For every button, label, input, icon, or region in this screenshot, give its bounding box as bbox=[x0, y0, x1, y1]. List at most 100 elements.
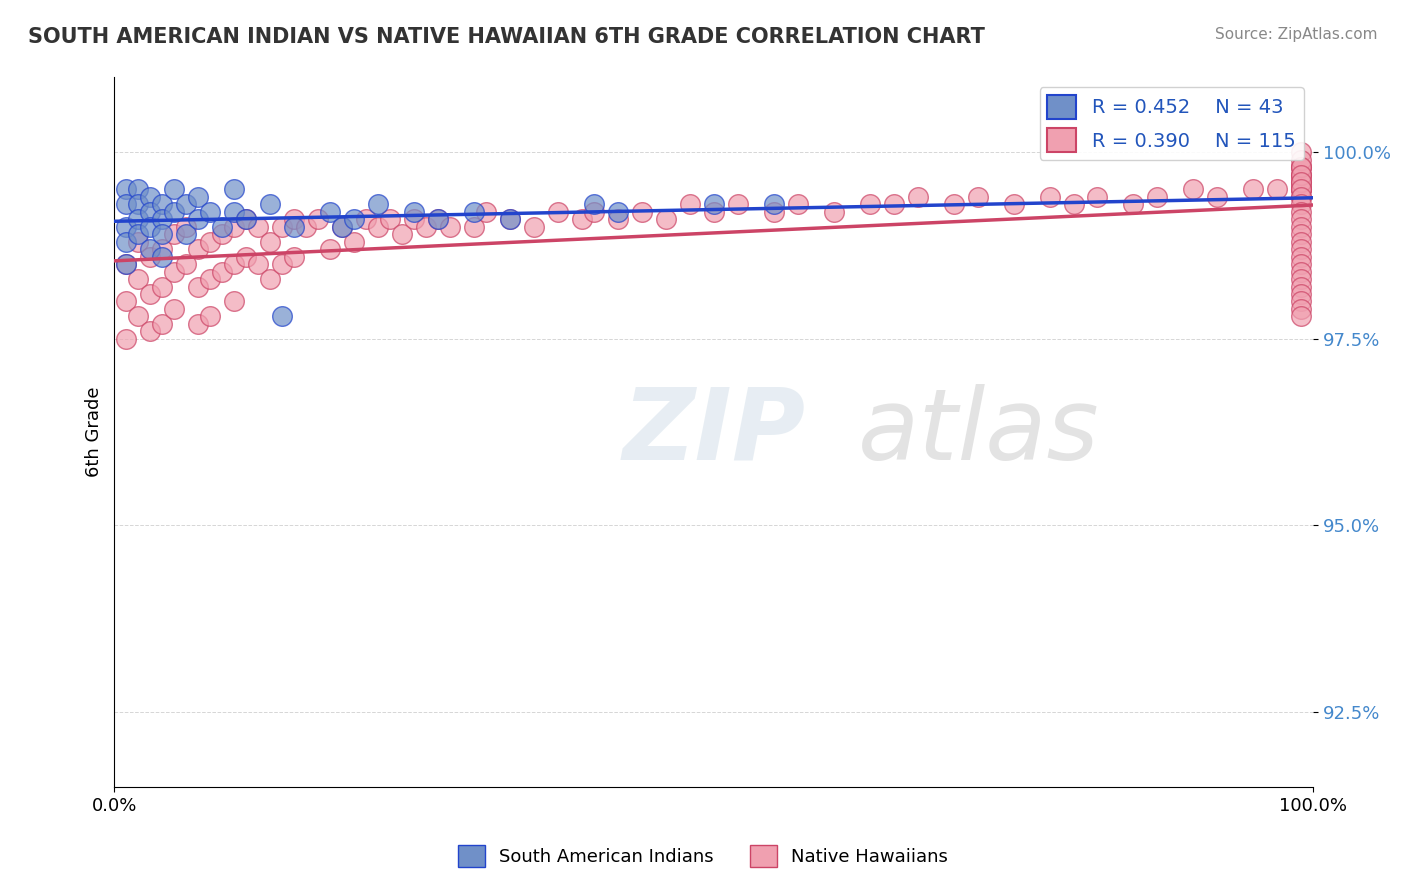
Point bbox=[1291, 190, 1313, 204]
Point bbox=[1291, 227, 1313, 242]
Point bbox=[378, 212, 401, 227]
Point bbox=[163, 227, 186, 242]
Point bbox=[1291, 160, 1313, 174]
Point bbox=[259, 235, 281, 249]
Point bbox=[1291, 257, 1313, 271]
Point bbox=[1182, 182, 1205, 196]
Legend: South American Indians, Native Hawaiians: South American Indians, Native Hawaiians bbox=[450, 838, 956, 874]
Point bbox=[115, 257, 138, 271]
Point bbox=[907, 190, 929, 204]
Point bbox=[727, 197, 749, 211]
Point bbox=[330, 219, 353, 234]
Point bbox=[115, 182, 138, 196]
Point bbox=[367, 219, 389, 234]
Point bbox=[224, 182, 246, 196]
Point bbox=[1291, 160, 1313, 174]
Point bbox=[150, 212, 173, 227]
Point bbox=[427, 212, 450, 227]
Point bbox=[404, 205, 426, 219]
Point bbox=[1291, 264, 1313, 278]
Point bbox=[187, 242, 209, 256]
Point bbox=[1291, 168, 1313, 182]
Point bbox=[247, 257, 270, 271]
Point bbox=[271, 310, 294, 324]
Point bbox=[295, 219, 318, 234]
Point bbox=[1291, 294, 1313, 309]
Point bbox=[1002, 197, 1025, 211]
Point bbox=[139, 190, 162, 204]
Point bbox=[139, 242, 162, 256]
Point bbox=[283, 219, 305, 234]
Point bbox=[139, 324, 162, 338]
Point bbox=[224, 294, 246, 309]
Point bbox=[1265, 182, 1288, 196]
Point bbox=[224, 257, 246, 271]
Point bbox=[139, 219, 162, 234]
Point bbox=[1291, 168, 1313, 182]
Point bbox=[150, 242, 173, 256]
Point bbox=[786, 197, 808, 211]
Point bbox=[883, 197, 905, 211]
Point bbox=[463, 219, 485, 234]
Y-axis label: 6th Grade: 6th Grade bbox=[86, 387, 103, 477]
Point bbox=[1291, 287, 1313, 301]
Point bbox=[115, 197, 138, 211]
Point bbox=[427, 212, 450, 227]
Point bbox=[330, 219, 353, 234]
Point bbox=[176, 257, 198, 271]
Point bbox=[1146, 190, 1168, 204]
Point bbox=[200, 310, 222, 324]
Point bbox=[1291, 153, 1313, 167]
Point bbox=[1206, 190, 1229, 204]
Point bbox=[343, 235, 366, 249]
Point bbox=[475, 205, 498, 219]
Point bbox=[1122, 197, 1144, 211]
Point bbox=[1291, 175, 1313, 189]
Point bbox=[115, 235, 138, 249]
Point bbox=[404, 212, 426, 227]
Point bbox=[127, 182, 149, 196]
Point bbox=[235, 212, 257, 227]
Point bbox=[187, 190, 209, 204]
Point bbox=[319, 242, 342, 256]
Point bbox=[150, 317, 173, 331]
Point bbox=[1241, 182, 1264, 196]
Point bbox=[150, 227, 173, 242]
Point bbox=[343, 212, 366, 227]
Point bbox=[762, 205, 785, 219]
Point bbox=[631, 205, 654, 219]
Point bbox=[1291, 205, 1313, 219]
Point bbox=[187, 212, 209, 227]
Text: ZIP: ZIP bbox=[623, 384, 806, 481]
Point bbox=[127, 197, 149, 211]
Point bbox=[499, 212, 522, 227]
Point bbox=[235, 212, 257, 227]
Point bbox=[1291, 212, 1313, 227]
Point bbox=[1291, 279, 1313, 293]
Point bbox=[1063, 197, 1085, 211]
Point bbox=[211, 219, 233, 234]
Point bbox=[966, 190, 988, 204]
Point bbox=[127, 272, 149, 286]
Point bbox=[1291, 145, 1313, 160]
Point bbox=[200, 235, 222, 249]
Point bbox=[391, 227, 413, 242]
Point bbox=[1291, 272, 1313, 286]
Point bbox=[163, 264, 186, 278]
Point bbox=[127, 235, 149, 249]
Point bbox=[439, 219, 461, 234]
Point bbox=[127, 212, 149, 227]
Point bbox=[1291, 250, 1313, 264]
Point bbox=[582, 205, 605, 219]
Point bbox=[139, 250, 162, 264]
Point bbox=[176, 197, 198, 211]
Point bbox=[127, 227, 149, 242]
Point bbox=[150, 250, 173, 264]
Point bbox=[1291, 168, 1313, 182]
Point bbox=[1291, 242, 1313, 256]
Point bbox=[463, 205, 485, 219]
Point bbox=[224, 205, 246, 219]
Point bbox=[235, 250, 257, 264]
Point bbox=[1291, 175, 1313, 189]
Point bbox=[163, 301, 186, 316]
